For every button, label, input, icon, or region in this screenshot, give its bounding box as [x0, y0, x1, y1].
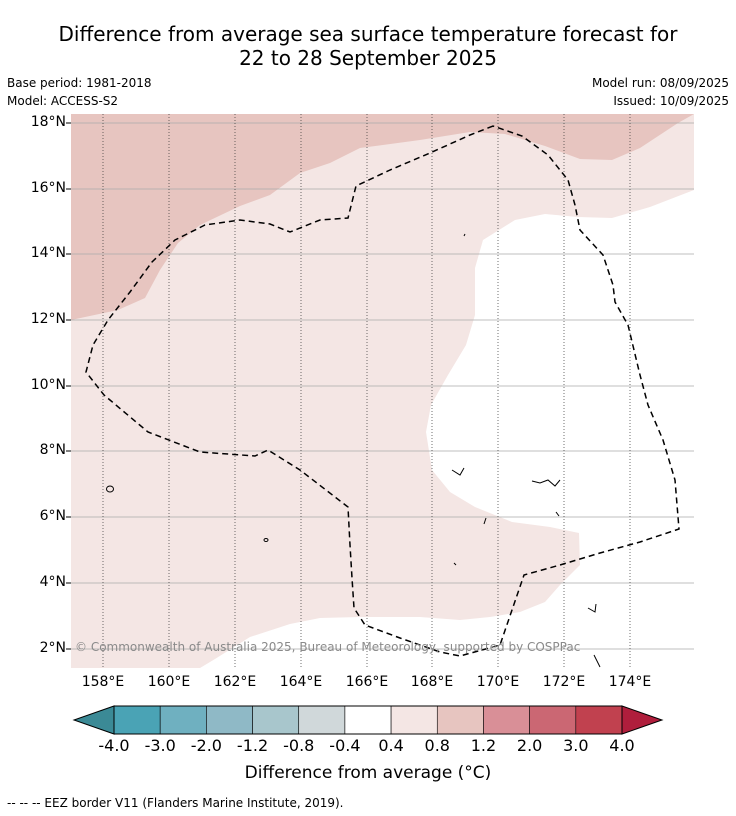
issued-date: Issued: 10/09/2025	[613, 94, 729, 108]
colorbar-tick-label: -3.0	[144, 736, 176, 755]
lat-label-16n: 16°N	[30, 180, 66, 196]
eez-border	[85, 125, 680, 657]
colorbar-tick-label: 0.4	[378, 736, 404, 755]
lat-label-14n: 14°N	[30, 245, 66, 261]
colorbar-tick-label: -0.4	[329, 736, 361, 755]
lat-label-12n: 12°N	[30, 311, 66, 327]
base-period: Base period: 1981-2018	[7, 76, 152, 90]
colorbar-tick-label: -0.8	[283, 736, 315, 755]
islands	[106, 233, 601, 668]
lon-label-160e: 160°E	[147, 674, 191, 690]
colorbar-cell	[113, 705, 161, 735]
anomaly-neutral-region	[200, 190, 694, 668]
colorbar-cell	[252, 705, 300, 735]
colorbar	[72, 705, 664, 735]
colorbar-tick-label: 1.2	[470, 736, 497, 755]
lon-label-168e: 168°E	[410, 674, 454, 690]
lat-label-10n: 10°N	[30, 377, 66, 393]
colorbar-cells	[113, 705, 623, 735]
colorbar-tick-label: -2.0	[190, 736, 222, 755]
lat-label-6n: 6°N	[39, 508, 66, 524]
colorbar-cell	[206, 705, 253, 735]
colorbar-cell	[390, 705, 438, 735]
colorbar-max-arrow	[621, 705, 664, 735]
lon-label-174e: 174°E	[608, 674, 652, 690]
eez-footnote: -- -- -- EEZ border V11 (Flanders Marine…	[7, 796, 344, 810]
lat-label-8n: 8°N	[39, 442, 66, 458]
meta-right: Model run: 08/09/2025 Issued: 10/09/2025	[592, 74, 729, 110]
model-name: Model: ACCESS-S2	[7, 94, 119, 108]
colorbar-title: Difference from average (°C)	[244, 763, 492, 783]
lat-label-2n: 2°N	[39, 640, 66, 656]
map-title: Difference from average sea surface temp…	[0, 22, 736, 70]
lon-label-164e: 164°E	[279, 674, 323, 690]
colorbar-min-arrow	[72, 705, 115, 735]
title-line-1: Difference from average sea surface temp…	[58, 22, 678, 46]
colorbar-cell	[575, 705, 623, 735]
copyright-notice: © Commonwealth of Australia 2025, Bureau…	[75, 640, 581, 654]
colorbar-cell	[344, 705, 392, 735]
lon-label-166e: 166°E	[345, 674, 389, 690]
lat-label-18n: 18°N	[30, 114, 66, 130]
colorbar-cell	[159, 705, 207, 735]
lon-label-172e: 172°E	[542, 674, 586, 690]
lon-label-170e: 170°E	[476, 674, 520, 690]
tick-marks	[66, 122, 71, 650]
colorbar-tick-label: 2.0	[516, 736, 543, 755]
colorbar-tick-label: 0.8	[424, 736, 450, 755]
colorbar-tick-label: -1.2	[236, 736, 269, 755]
longitude-grid	[102, 114, 631, 668]
colorbar-tick-label: 3.0	[563, 736, 589, 755]
lon-label-158e: 158°E	[81, 674, 125, 690]
colorbar-cell	[436, 705, 484, 735]
map-area	[71, 114, 694, 668]
meta-left: Base period: 1981-2018 Model: ACCESS-S2	[7, 74, 152, 110]
title-line-2: 22 to 28 September 2025	[239, 46, 497, 70]
colorbar-tick-label: -4.0	[98, 736, 130, 755]
lat-label-4n: 4°N	[39, 574, 66, 590]
colorbar-cell	[298, 705, 346, 735]
model-run: Model run: 08/09/2025	[591, 76, 729, 90]
latitude-grid	[71, 122, 694, 650]
colorbar-tick-label: 4.0	[609, 736, 635, 755]
lon-label-162e: 162°E	[213, 674, 257, 690]
colorbar-cell	[483, 705, 530, 735]
colorbar-cell	[529, 705, 577, 735]
anomaly-medium-region	[71, 114, 694, 320]
